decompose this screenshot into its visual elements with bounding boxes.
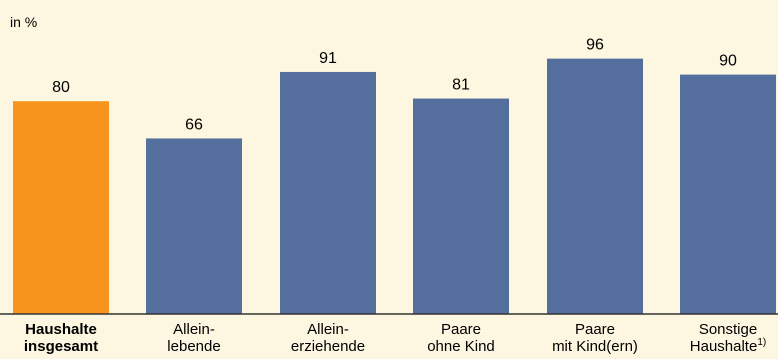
unit-label: in % xyxy=(10,14,37,30)
category-labels: Haushalte insgesamt Allein-lebende Allein-e… xyxy=(24,321,766,355)
bars-group: 80 66 91 81 96 90 xyxy=(13,37,776,314)
value-label-2: 91 xyxy=(319,50,337,67)
value-label-1: 66 xyxy=(185,116,203,133)
category-label-1: Allein-lebende xyxy=(167,321,220,355)
value-label-0: 80 xyxy=(52,79,70,96)
category-label-2: Allein-erziehende xyxy=(291,321,365,355)
value-label-5: 90 xyxy=(719,53,737,70)
bar-0 xyxy=(13,101,109,314)
value-label-4: 96 xyxy=(586,37,604,54)
category-label-5: Sonstige Haushalte1) xyxy=(690,321,766,355)
category-label-3: Paare ohne Kind xyxy=(427,321,495,355)
bar-2 xyxy=(280,71,376,314)
bar-5 xyxy=(680,74,776,314)
bar-4 xyxy=(547,58,643,314)
category-label-4: Paare mit Kind(ern) xyxy=(552,321,638,355)
category-label-0: Haushalte insgesamt xyxy=(24,321,98,355)
bar-3 xyxy=(413,98,509,314)
bar-1 xyxy=(146,138,242,314)
value-label-3: 81 xyxy=(452,77,470,94)
